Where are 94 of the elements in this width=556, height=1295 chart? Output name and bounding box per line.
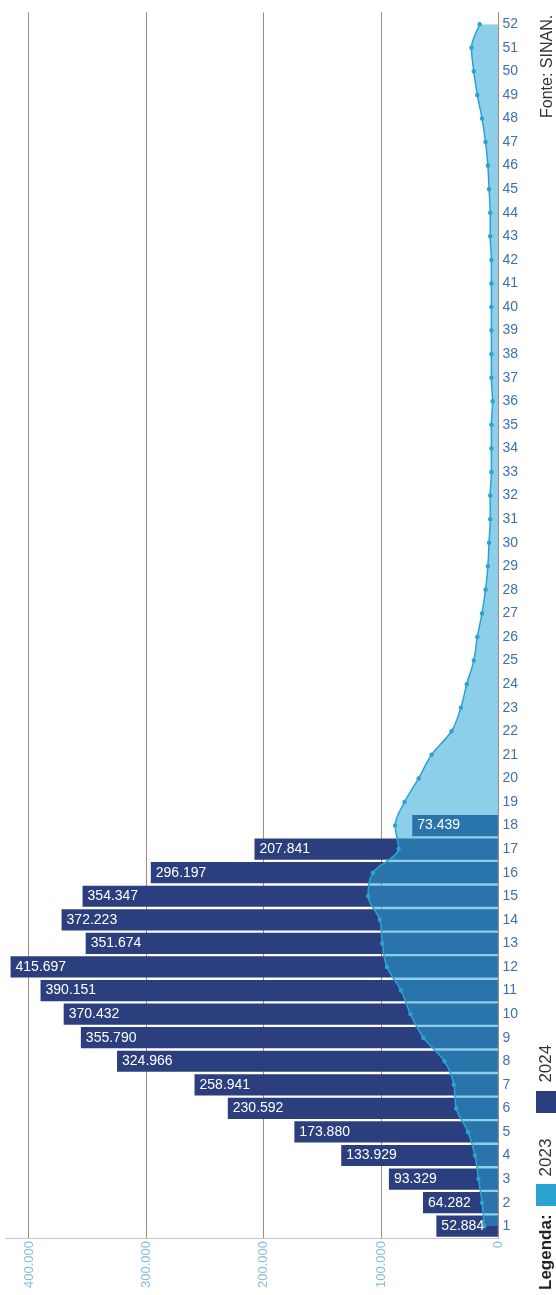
- data-label: 415.697: [15, 957, 67, 974]
- data-label: 354.347: [87, 887, 139, 904]
- y-tick-label: 8: [502, 1052, 511, 1069]
- x-tick-label: 300.000: [137, 1241, 153, 1289]
- x-tick-label: 100.000: [372, 1241, 388, 1289]
- y-tick-label: 46: [502, 156, 519, 173]
- data-label: 93.329: [393, 1169, 437, 1186]
- y-tick-label: 33: [502, 462, 519, 479]
- y-tick-label: 11: [502, 981, 518, 998]
- data-label: 73.439: [417, 816, 461, 833]
- y-tick-label: 37: [502, 368, 519, 385]
- data-label: 173.880: [299, 1122, 351, 1139]
- bar: [85, 932, 498, 954]
- data-label: 324.966: [122, 1052, 173, 1069]
- bar: [294, 1121, 498, 1143]
- text: 2024: [536, 1044, 556, 1083]
- y-tick-label: 44: [502, 203, 519, 220]
- y-tick-label: 38: [502, 345, 519, 362]
- y-tick-label: 50: [502, 62, 519, 79]
- y-tick-label: 52: [502, 15, 519, 32]
- data-label: 230.592: [232, 1099, 284, 1116]
- data-label: 207.841: [259, 839, 311, 856]
- bar: [254, 838, 498, 860]
- bar: [10, 956, 498, 978]
- data-label: 258.941: [199, 1075, 251, 1092]
- y-tick-label: 49: [502, 85, 519, 102]
- bar: [117, 1050, 498, 1072]
- y-tick-label: 30: [502, 533, 519, 550]
- data-label: 296.197: [155, 863, 207, 880]
- y-tick-label: 16: [502, 863, 519, 880]
- x-tick-label: 200.000: [255, 1241, 271, 1289]
- y-tick-label: 7: [502, 1075, 511, 1092]
- bar: [40, 979, 498, 1002]
- y-tick-label: 4: [502, 1146, 511, 1163]
- y-tick-label: 1: [502, 1217, 511, 1234]
- y-tick-label: 28: [502, 580, 519, 597]
- y-tick-label: 23: [502, 698, 519, 715]
- bar: [82, 885, 498, 907]
- y-tick-label: 18: [502, 816, 519, 833]
- y-tick-label: 43: [502, 227, 519, 244]
- y-tick-label: 29: [502, 557, 519, 574]
- y-tick-label: 3: [502, 1169, 511, 1186]
- data-label: 64.282: [427, 1193, 472, 1210]
- y-tick-label: 22: [502, 722, 519, 739]
- y-tick-label: 20: [502, 769, 519, 786]
- data-label: 52.884: [441, 1217, 485, 1234]
- y-tick-label: 13: [502, 934, 519, 951]
- bar: [150, 862, 498, 884]
- y-tick-label: 40: [502, 297, 519, 314]
- bar: [63, 1003, 498, 1025]
- source-note: Fonte: SINAN.: [538, 14, 556, 118]
- data-label: 390.151: [45, 981, 97, 998]
- bar: [194, 1074, 498, 1096]
- bar: [61, 909, 498, 931]
- y-tick-label: 10: [502, 1004, 519, 1021]
- y-tick-label: 21: [502, 745, 519, 762]
- y-tick-label: 26: [502, 627, 519, 644]
- y-tick-label: 6: [502, 1099, 511, 1116]
- y-tick-label: 39: [502, 321, 519, 338]
- data-label: 372.223: [66, 910, 118, 927]
- y-tick-label: 19: [502, 792, 519, 809]
- data-label: 355.790: [85, 1028, 137, 1045]
- bar: [388, 1168, 498, 1190]
- y-tick-label: 36: [502, 392, 519, 409]
- y-tick-label: 14: [502, 910, 519, 927]
- x-tick-label: 400.000: [20, 1241, 36, 1289]
- y-tick-label: 31: [502, 510, 519, 526]
- y-tick-label: 45: [502, 180, 519, 197]
- y-tick-label: 51: [502, 38, 519, 55]
- y-tick-label: 2: [502, 1193, 511, 1210]
- y-tick-label: 32: [502, 486, 519, 503]
- y-tick-label: 24: [502, 674, 519, 691]
- y-tick-label: 27: [502, 604, 519, 621]
- text: 2023: [536, 1138, 556, 1177]
- bar: [341, 1144, 498, 1167]
- y-tick-label: 48: [502, 109, 519, 126]
- legend-title: Legenda:: [536, 1214, 556, 1290]
- bar: [227, 1097, 498, 1119]
- y-tick-label: 9: [502, 1028, 511, 1045]
- y-tick-label: 34: [502, 439, 519, 456]
- y-tick-label: 42: [502, 250, 519, 267]
- data-label: 370.432: [68, 1004, 120, 1021]
- data-label: 351.674: [90, 934, 142, 951]
- bar: [80, 1027, 498, 1049]
- y-tick-label: 12: [502, 957, 519, 974]
- y-tick-label: 15: [502, 887, 519, 904]
- y-tick-label: 5: [502, 1122, 511, 1139]
- y-tick-label: 47: [502, 132, 519, 149]
- y-tick-label: 41: [502, 274, 519, 291]
- x-tick-label: 0: [490, 1241, 506, 1249]
- y-tick-label: 17: [502, 839, 519, 856]
- y-tick-label: 35: [502, 415, 519, 432]
- data-label: 133.929: [346, 1146, 398, 1163]
- y-tick-label: 25: [502, 651, 519, 668]
